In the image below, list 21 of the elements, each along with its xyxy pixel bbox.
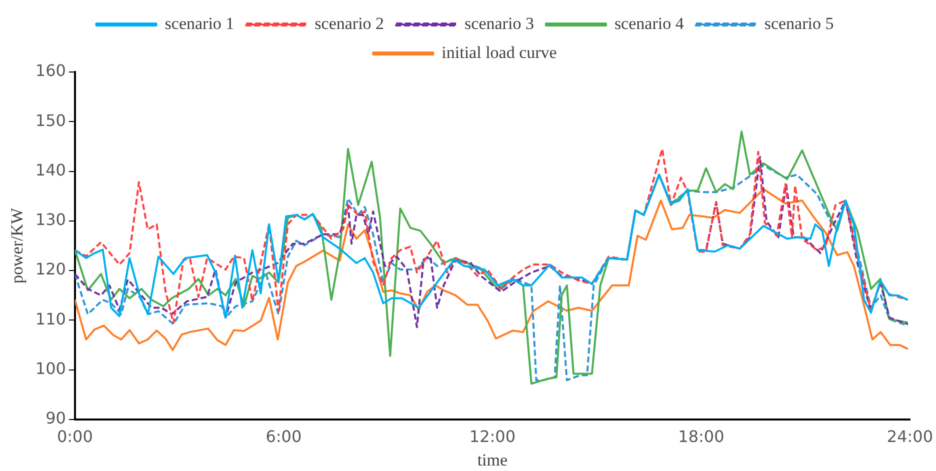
y-tick-label: 150: [35, 110, 66, 130]
legend-label: scenario 5: [764, 14, 834, 33]
legend-label: scenario 3: [464, 14, 534, 33]
y-tick-label: 130: [35, 210, 66, 230]
y-tick-label: 110: [35, 309, 66, 328]
x-tick-label: 18:00: [678, 427, 724, 446]
y-axis-title: power/KW: [8, 206, 27, 284]
y-tick-label: 160: [35, 61, 66, 80]
y-tick-label: 100: [35, 358, 66, 378]
x-tick-label: 24:00: [886, 427, 933, 446]
legend-label: initial load curve: [442, 42, 557, 62]
x-tick-label: 12:00: [469, 427, 516, 446]
legend-label: scenario 2: [314, 14, 384, 33]
y-tick-label: 120: [35, 260, 66, 279]
y-tick-label: 140: [35, 160, 66, 180]
y-tick-label: 90: [46, 408, 66, 428]
x-tick-label: 0:00: [56, 427, 93, 446]
x-tick-label: 6:00: [266, 427, 302, 446]
x-axis-title: time: [477, 450, 508, 470]
legend-label: scenario 4: [614, 14, 684, 33]
legend-label: scenario 1: [164, 14, 234, 33]
